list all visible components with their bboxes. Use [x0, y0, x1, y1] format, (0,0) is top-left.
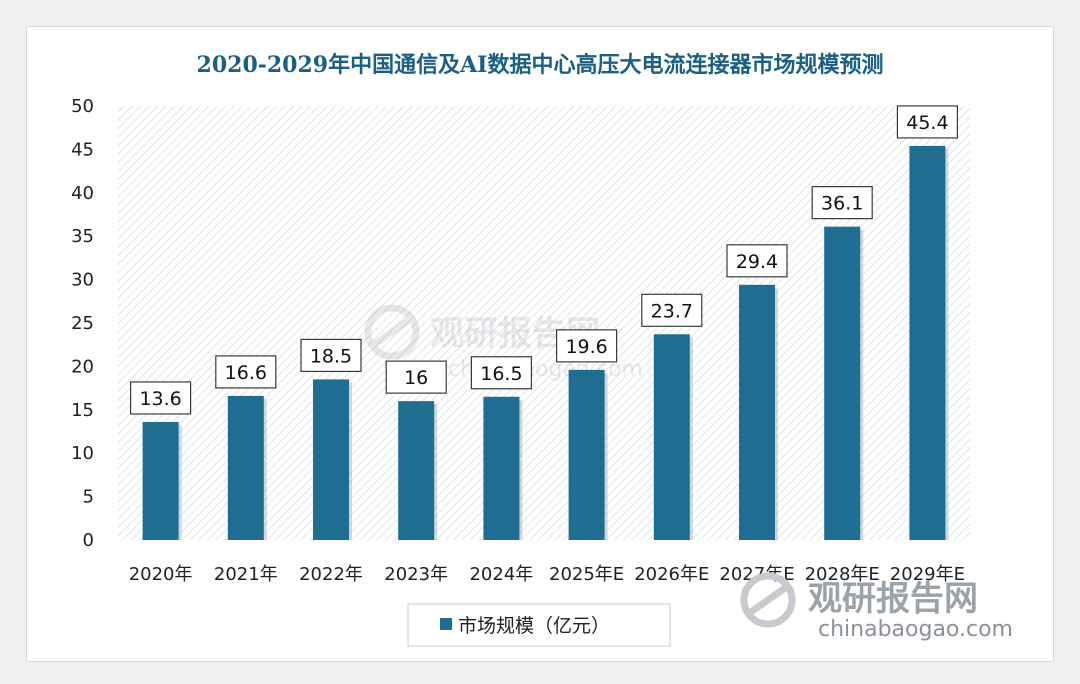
y-tick-label: 15: [71, 400, 94, 421]
data-label-box: [215, 355, 277, 389]
y-tick-label: 30: [71, 270, 94, 291]
y-tick-label: 10: [71, 443, 94, 464]
x-tick-label: 2022年: [299, 564, 363, 585]
bar: [739, 284, 775, 540]
data-label: 16: [404, 367, 428, 389]
y-tick-label: 40: [71, 183, 94, 204]
y-tick-label: 5: [83, 487, 94, 508]
watermark-corner-text: 观研报告网: [808, 579, 978, 619]
legend-label: 市场规模（亿元）: [458, 615, 610, 637]
data-label-box: [300, 338, 362, 373]
bar: [824, 226, 861, 541]
data-label: 13.6: [139, 388, 181, 410]
bar: [653, 334, 690, 540]
data-label-box: [896, 105, 959, 139]
data-label-box: [726, 244, 788, 278]
data-label: 18.5: [310, 345, 352, 367]
x-tick-label: 2025年E: [549, 564, 624, 585]
bar: [227, 395, 264, 540]
data-label: 23.7: [651, 300, 693, 322]
bar: [568, 369, 605, 540]
data-label: 29.4: [736, 251, 778, 273]
y-tick-label: 50: [71, 96, 94, 117]
watermark-corner: 观研报告网 chinabaogao.com: [740, 572, 1013, 642]
data-label: 19.6: [565, 336, 607, 358]
chart-title: 2020-2029年中国通信及AI数据中心高压大电流连接器市场规模预测: [197, 52, 884, 78]
bar: [313, 379, 349, 540]
bar: [483, 396, 520, 540]
data-label-box: [811, 186, 873, 220]
y-axis: 0 5 10 15 20 25 30 35 40 45 50: [71, 96, 94, 551]
x-tick-label: 2028年E: [805, 564, 880, 585]
bar: [142, 421, 179, 540]
x-tick-label: 2029年E: [890, 564, 965, 585]
y-tick-label: 0: [83, 530, 94, 551]
y-tick-label: 35: [71, 226, 94, 247]
bars: 13.6 16.6 18.5 16 16.5 19.6 23.7 29.4 36.1 45.4: [130, 105, 959, 541]
data-label-box: [555, 329, 618, 363]
bar: [398, 401, 435, 540]
watermark-corner-url: chinabaogao.com: [818, 617, 1013, 642]
watermark-logo-icon: [364, 304, 420, 360]
data-label-box: [470, 356, 532, 390]
legend: 市场规模（亿元）: [407, 603, 671, 647]
data-label: 45.4: [906, 112, 948, 134]
x-tick-label: 2024年: [469, 564, 533, 585]
x-tick-label: 2020年: [129, 564, 193, 585]
data-label-box: [385, 360, 447, 394]
watermark-corner-logo-icon: [740, 572, 796, 628]
data-label: 16.5: [480, 363, 522, 385]
data-label-box: [130, 381, 192, 415]
x-axis: 2020年 2021年 2022年 2023年 2024年 2025年E 2026年E 202…: [129, 564, 965, 585]
legend-swatch: [440, 618, 452, 630]
bar: [909, 145, 946, 541]
x-tick-label: 2026年E: [634, 564, 709, 585]
y-tick-label: 25: [71, 313, 94, 334]
y-tick-label: 20: [71, 356, 94, 377]
y-tick-label: 45: [71, 139, 94, 160]
x-tick-label: 2023年: [384, 564, 448, 585]
data-label: 36.1: [821, 193, 863, 215]
data-label-box: [641, 293, 703, 327]
x-tick-label: 2021年: [214, 564, 278, 585]
data-label: 16.6: [225, 362, 267, 384]
